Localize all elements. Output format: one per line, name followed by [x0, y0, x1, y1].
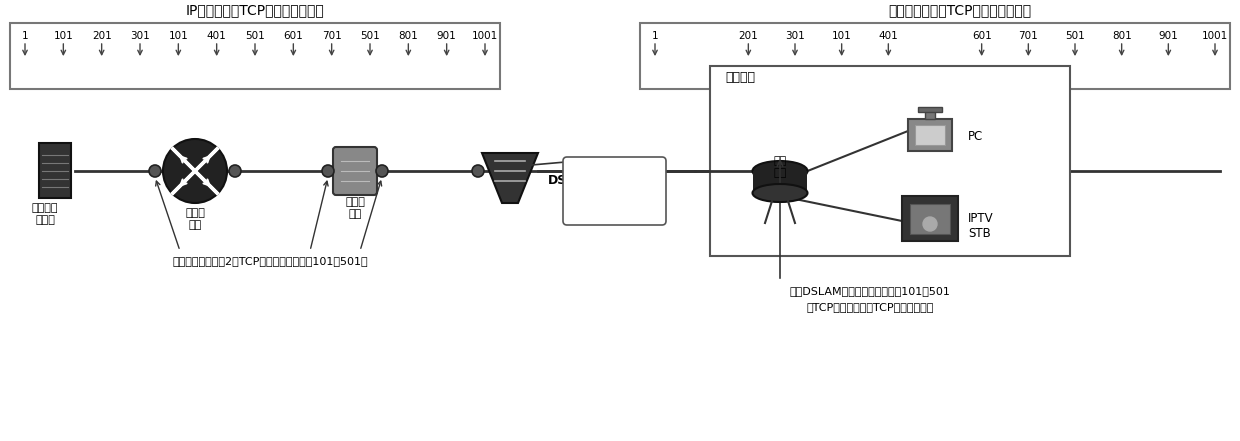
Text: IP核心网侧的TCP数据流的序列号: IP核心网侧的TCP数据流的序列号 — [186, 3, 325, 17]
Text: 家庭网络: 家庭网络 — [725, 71, 755, 84]
Bar — [910, 204, 950, 234]
Circle shape — [162, 139, 227, 203]
Bar — [908, 119, 952, 151]
Bar — [640, 23, 1230, 89]
Bar — [38, 143, 71, 198]
Circle shape — [923, 217, 937, 231]
Text: 701: 701 — [1018, 31, 1038, 41]
Text: 201: 201 — [739, 31, 758, 41]
Text: 汇聚交
换机: 汇聚交 换机 — [345, 197, 365, 219]
Text: IPTV
STB: IPTV STB — [968, 212, 993, 240]
Circle shape — [376, 165, 388, 177]
Text: 101: 101 — [169, 31, 188, 41]
Text: 901: 901 — [436, 31, 456, 41]
Text: 801: 801 — [398, 31, 418, 41]
Text: 家庭
网关: 家庭 网关 — [774, 156, 786, 178]
Text: 业务平台
服务器: 业务平台 服务器 — [32, 203, 58, 224]
Text: DSLAM出现: DSLAM出现 — [588, 169, 641, 179]
Text: 核心路
由器: 核心路 由器 — [185, 208, 205, 230]
FancyBboxPatch shape — [334, 147, 377, 195]
Text: 1001: 1001 — [1202, 31, 1228, 41]
Text: 801: 801 — [1112, 31, 1132, 41]
Text: 301: 301 — [130, 31, 150, 41]
Text: 201: 201 — [92, 31, 112, 41]
Text: 401: 401 — [878, 31, 898, 41]
Bar — [711, 66, 1070, 256]
Text: 501: 501 — [1065, 31, 1085, 41]
Text: 1: 1 — [652, 31, 658, 41]
Text: 701: 701 — [322, 31, 341, 41]
Bar — [918, 107, 942, 112]
Bar — [901, 196, 959, 241]
Text: 401: 401 — [207, 31, 227, 41]
Text: 901: 901 — [1158, 31, 1178, 41]
Text: 用户接入网侧的TCP数据流的序列号: 用户接入网侧的TCP数据流的序列号 — [888, 3, 1032, 17]
Bar — [925, 111, 935, 119]
Text: 601: 601 — [284, 31, 304, 41]
Text: 101: 101 — [53, 31, 73, 41]
Circle shape — [322, 165, 334, 177]
Text: 501: 501 — [360, 31, 379, 41]
Text: 致丢包: 致丢包 — [605, 201, 624, 211]
Bar — [10, 23, 500, 89]
Text: 在这些监测点存在2个TCP重复包（序列号为101和501）: 在这些监测点存在2个TCP重复包（序列号为101和501） — [172, 256, 368, 266]
Text: 的TCP包丢失，后经TCP重传得以恢复: 的TCP包丢失，后经TCP重传得以恢复 — [806, 302, 934, 312]
Text: 1001: 1001 — [472, 31, 498, 41]
FancyBboxPatch shape — [563, 157, 666, 225]
Circle shape — [229, 165, 241, 177]
Bar — [753, 171, 807, 193]
Text: 由于DSLAM性能问题导致序号为101和501: 由于DSLAM性能问题导致序号为101和501 — [790, 286, 950, 296]
Text: 601: 601 — [972, 31, 992, 41]
Polygon shape — [482, 153, 538, 203]
Text: DSLAM: DSLAM — [548, 175, 598, 187]
Text: 101: 101 — [832, 31, 852, 41]
Text: PC: PC — [968, 130, 983, 142]
Circle shape — [472, 165, 484, 177]
Circle shape — [149, 165, 161, 177]
Bar — [915, 125, 945, 145]
Text: 301: 301 — [785, 31, 805, 41]
Ellipse shape — [753, 184, 807, 202]
Ellipse shape — [753, 161, 807, 181]
Text: 性能问题导: 性能问题导 — [599, 185, 630, 195]
Text: 1: 1 — [21, 31, 29, 41]
Text: 501: 501 — [246, 31, 265, 41]
